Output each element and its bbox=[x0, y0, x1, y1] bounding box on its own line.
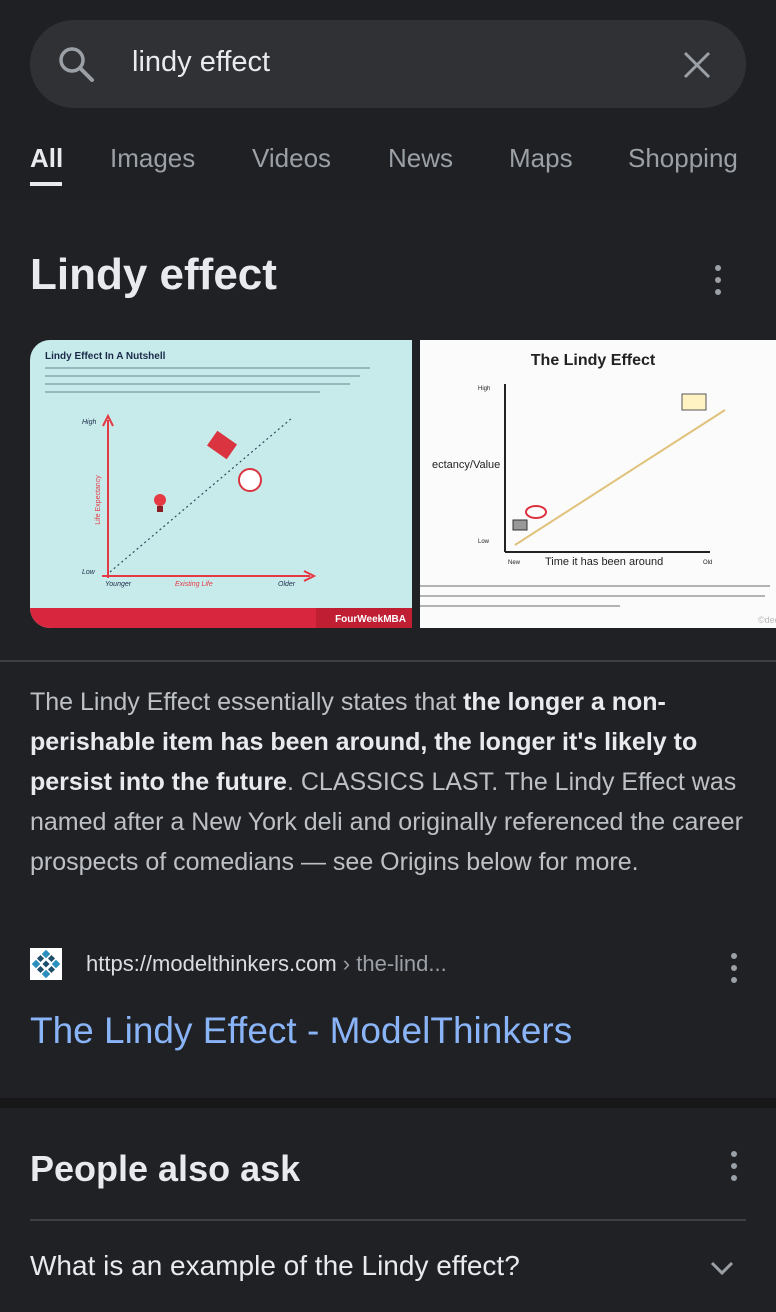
search-icon[interactable] bbox=[56, 44, 96, 84]
image-axis-label: Older bbox=[278, 581, 296, 588]
result-link[interactable]: The Lindy Effect - ModelThinkers bbox=[30, 1010, 573, 1051]
image-axis-label: Low bbox=[82, 569, 96, 576]
description-text: the longer a non-perishable item has bee… bbox=[30, 688, 698, 796]
description-text: The Lindy Effect essentially states that bbox=[30, 688, 464, 716]
more-icon[interactable] bbox=[724, 1150, 744, 1182]
image-thumbnail[interactable]: Lindy Effect In A Nutshell High Low Life… bbox=[30, 340, 412, 628]
image-axis-label: ectancy/Value bbox=[432, 459, 500, 471]
source-url[interactable]: https://modelthinkers.com › the-lind... bbox=[86, 951, 447, 977]
image-axis-label: Low bbox=[478, 539, 490, 545]
search-bar[interactable]: lindy effect bbox=[30, 20, 746, 108]
site-favicon[interactable] bbox=[30, 948, 62, 980]
clear-icon[interactable] bbox=[682, 50, 712, 80]
divider bbox=[30, 1219, 746, 1221]
tab[interactable]: Videos bbox=[252, 143, 332, 173]
image-axis-label: Younger bbox=[105, 581, 132, 588]
source-domain[interactable]: https://modelthinkers.com bbox=[86, 951, 337, 976]
tab[interactable]: Images bbox=[110, 143, 196, 173]
image-title: The Lindy Effect bbox=[531, 352, 656, 369]
image-title: Lindy Effect In A Nutshell bbox=[45, 351, 166, 362]
image-thumbnail[interactable]: The Lindy Effect ectancy/Value High Low … bbox=[420, 340, 776, 628]
image-axis-label: Old bbox=[703, 560, 712, 566]
image-axis-label: Existing Life bbox=[175, 581, 213, 588]
image-axis-label: New bbox=[508, 560, 521, 566]
tab[interactable]: Shopping bbox=[628, 143, 738, 173]
image-axis-label: Life Expectancy bbox=[95, 475, 102, 525]
tab[interactable]: Maps bbox=[509, 143, 573, 173]
more-icon[interactable] bbox=[708, 264, 728, 296]
description-text: . CLASSICS LAST. The Lindy Effect was na… bbox=[30, 768, 743, 876]
image-axis-label: High bbox=[478, 386, 490, 392]
tab[interactable]: All bbox=[30, 143, 64, 173]
image-brand: FourWeekMBA bbox=[335, 614, 406, 625]
search-query[interactable]: lindy effect bbox=[132, 46, 271, 78]
tab-indicator bbox=[30, 182, 62, 186]
source-path[interactable]: › the-lind... bbox=[342, 951, 447, 976]
tab[interactable]: News bbox=[388, 143, 454, 173]
panel-title: Lindy effect bbox=[30, 250, 277, 299]
question[interactable]: What is an example of the Lindy effect? bbox=[30, 1250, 520, 1281]
image-axis-label: Time it has been around bbox=[545, 556, 663, 568]
expand-icon[interactable] bbox=[708, 1258, 736, 1278]
more-icon[interactable] bbox=[724, 952, 744, 984]
description: The Lindy Effect essentially states that… bbox=[30, 682, 746, 882]
image-brand: ©deepu bbox=[758, 615, 776, 625]
section-separator bbox=[0, 1098, 776, 1108]
section-title: People also ask bbox=[30, 1148, 301, 1189]
image-axis-label: High bbox=[82, 419, 97, 426]
divider bbox=[0, 660, 776, 662]
